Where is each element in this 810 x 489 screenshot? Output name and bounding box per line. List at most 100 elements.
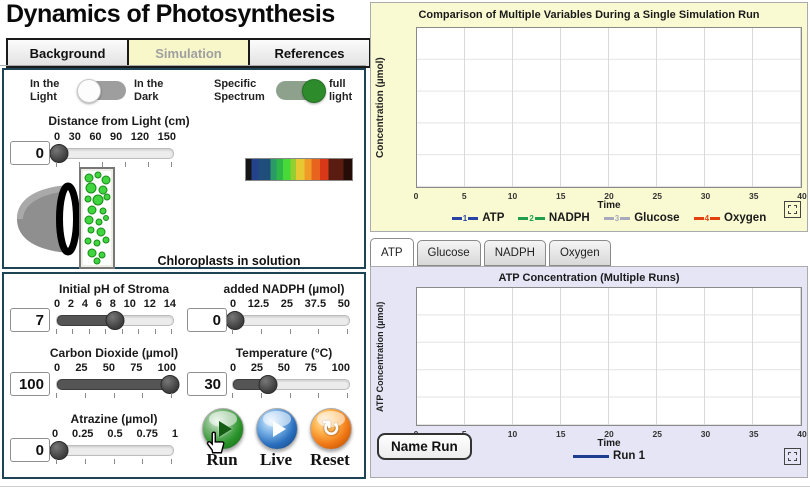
runs-tab-oxygen[interactable]: Oxygen	[548, 240, 611, 266]
tick-label: 0.5	[107, 428, 123, 440]
temp-slider[interactable]	[232, 375, 350, 394]
x-tick-label: 20	[604, 429, 614, 439]
legend-label: Run 1	[613, 450, 645, 462]
atrazine-slider-label: Atrazine (µmol)	[70, 412, 158, 426]
x-tick-label: 0	[413, 191, 419, 201]
tick-label: 90	[110, 131, 123, 143]
spectrum-toggle[interactable]	[276, 79, 326, 103]
x-tick-label: 20	[604, 191, 614, 201]
nadph-slider[interactable]	[225, 311, 350, 330]
reset-button[interactable]: ↻	[310, 408, 352, 450]
light-toggle-left-label: In the Light	[30, 78, 60, 103]
legend-label: Glucose	[634, 212, 680, 224]
tick-label: 1	[171, 428, 178, 440]
tick-label: 6	[95, 298, 102, 310]
name-run-button[interactable]: Name Run	[377, 433, 472, 460]
toggle-knob-icon	[77, 79, 101, 103]
run-button-label: Run	[206, 450, 238, 469]
ph-slider-thumb[interactable]	[105, 311, 125, 330]
nadph-value-box[interactable]: 0	[187, 308, 227, 332]
tick-label: 8	[109, 298, 116, 310]
tick-label: 37.5	[304, 298, 327, 310]
tick-label: 14	[163, 298, 176, 310]
atrazine-slider[interactable]	[49, 441, 174, 460]
page-title: Dynamics of Photosynthesis	[6, 0, 335, 28]
tick-label: 0.25	[72, 428, 94, 440]
co2-tick-labels: 0 25 50 75 100	[54, 362, 176, 374]
play-icon	[218, 421, 232, 437]
tick-label: 50	[337, 298, 350, 310]
atp-runs-chart-panel: ATP Concentration (Multiple Runs) ATP Co…	[370, 266, 808, 478]
tick-label: 0	[54, 131, 61, 143]
distance-slider[interactable]	[49, 144, 174, 163]
expand-chart-icon[interactable]	[784, 201, 801, 218]
main-tab-bar: Background Simulation References	[6, 38, 371, 68]
chart-title: ATP Concentration (Multiple Runs)	[498, 272, 680, 284]
atp-line-marker-icon: 1	[451, 214, 479, 223]
simulation-controls-panel: Initial pH of Stroma 0 2 4 6 8 10 12 14 …	[2, 272, 366, 479]
nadph-slider-label: added NADPH (µmol)	[223, 282, 345, 296]
tick-label: 75	[130, 362, 143, 374]
ph-tick-labels: 0 2 4 6 8 10 12 14	[54, 298, 176, 310]
temp-value-box[interactable]: 30	[187, 372, 227, 396]
light-dark-toggle[interactable]	[77, 79, 126, 103]
tick-label: 50	[102, 362, 115, 374]
tab-references[interactable]: References	[248, 38, 371, 68]
co2-slider[interactable]	[56, 375, 180, 394]
tick-label: 75	[304, 362, 317, 374]
ph-tick-marks	[56, 329, 172, 334]
legend-item-run1: Run 1	[573, 450, 645, 462]
runs-tab-glucose[interactable]: Glucose	[416, 240, 481, 266]
tick-label: 10	[123, 298, 136, 310]
runs-tab-nadph[interactable]: NADPH	[483, 240, 546, 266]
tick-label: 0	[230, 298, 237, 310]
legend-item-oxygen: 4 Oxygen	[693, 212, 766, 224]
live-button-label: Live	[259, 450, 293, 469]
runs-tab-atp[interactable]: ATP	[370, 238, 414, 266]
co2-value-box[interactable]: 100	[10, 372, 50, 396]
light-spectrum-bar	[245, 158, 353, 181]
x-tick-label: 35	[749, 429, 759, 439]
atp-runs-plot-area	[416, 287, 802, 426]
pointer-cursor-icon	[206, 431, 225, 454]
tab-simulation[interactable]: Simulation	[127, 38, 250, 68]
tick-label: 0	[230, 362, 237, 374]
x-tick-label: 35	[749, 191, 759, 201]
live-button[interactable]	[256, 408, 298, 450]
ph-value-box[interactable]: 7	[10, 308, 50, 332]
co2-slider-thumb[interactable]	[160, 375, 180, 394]
tick-label: 0.75	[136, 428, 158, 440]
light-settings-panel: In the Light In the Dark Specific Spectr…	[2, 68, 366, 269]
co2-tick-marks	[56, 393, 172, 398]
tick-label: 25	[75, 362, 88, 374]
tab-background[interactable]: Background	[6, 38, 129, 68]
distance-tick-marks	[56, 162, 172, 167]
temp-slider-thumb[interactable]	[258, 375, 278, 394]
temp-tick-labels: 0 25 50 75 100	[230, 362, 350, 374]
tick-label: 25	[280, 298, 294, 310]
legend-item-nadph: 2 NADPH	[518, 212, 590, 224]
tick-label: 4	[81, 298, 88, 310]
reset-icon: ↻	[321, 416, 341, 441]
x-tick-label: 25	[652, 191, 662, 201]
reset-button-label: Reset	[310, 450, 350, 469]
x-tick-label: 40	[797, 429, 807, 439]
spectrum-toggle-left-label: Specific Spectrum	[214, 78, 265, 103]
atrazine-tick-marks	[56, 459, 172, 464]
nadph-slider-thumb[interactable]	[225, 311, 245, 330]
nadph-tick-labels: 0 12.5 25 37.5 50	[230, 298, 350, 310]
x-axis-ticks: 0 5 10 15 20 25 30 35 40	[413, 191, 807, 201]
atrazine-slider-thumb[interactable]	[49, 441, 69, 460]
tick-label: 2	[67, 298, 75, 310]
atrazine-value-box[interactable]: 0	[10, 438, 50, 462]
ph-slider-label: Initial pH of Stroma	[58, 282, 169, 296]
distance-value-box[interactable]: 0	[10, 141, 50, 165]
ph-slider[interactable]	[56, 311, 174, 330]
tick-label: 60	[89, 131, 102, 143]
x-tick-label: 10	[507, 191, 518, 201]
x-axis-label: Time	[597, 438, 621, 449]
expand-chart-icon[interactable]	[784, 448, 801, 465]
distance-slider-thumb[interactable]	[49, 144, 69, 163]
x-tick-label: 10	[507, 429, 518, 439]
